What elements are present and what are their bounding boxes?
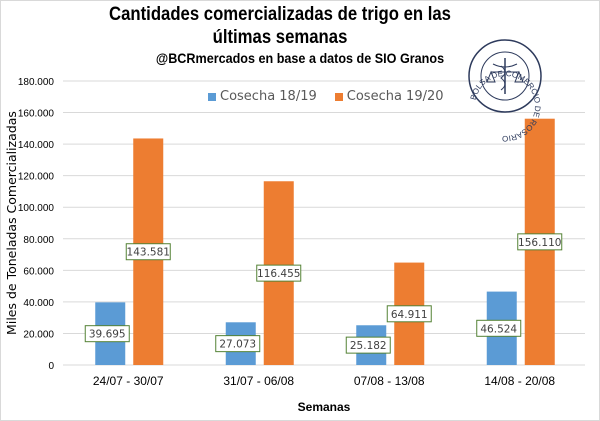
chart-title: Cantidades comercializadas de trigo en l…	[109, 4, 451, 48]
data-label: 143.581	[127, 247, 170, 259]
data-label-box	[386, 305, 432, 323]
chart-subtitle: @BCRmercados en base a datos de SIO Gran…	[155, 50, 445, 66]
legend-label: Cosecha 18/19	[220, 89, 317, 104]
legend-swatch	[208, 92, 216, 101]
y-tick-label: 80.000	[23, 235, 54, 246]
y-tick-label: 100.000	[18, 203, 55, 214]
data-label-box	[125, 243, 171, 261]
legend-item-cosecha-19-20: Cosecha 19/20	[334, 89, 444, 104]
data-label-box	[84, 325, 130, 343]
data-label: 39.695	[89, 329, 126, 341]
y-tick-label: 40.000	[23, 298, 54, 309]
x-tick-label: 07/08 - 13/08	[354, 374, 425, 388]
data-label: 116.455	[257, 268, 300, 280]
y-tick-label: 60.000	[23, 266, 54, 277]
data-label: 25.182	[350, 340, 387, 352]
legend-label: Cosecha 19/20	[346, 89, 444, 104]
y-tick-label: 20.000	[23, 329, 54, 340]
x-axis-title: Semanas	[298, 400, 351, 414]
y-tick-label: 140.000	[18, 140, 55, 151]
y-axis-title: Miles de Toneladas Comercializadas	[4, 111, 19, 335]
y-tick-label: 0	[48, 361, 54, 372]
data-label: 27.073	[219, 339, 256, 351]
data-label-box	[345, 336, 391, 354]
y-tick-label: 180.000	[18, 77, 55, 88]
data-label: 46.524	[480, 323, 517, 335]
legend: Cosecha 18/19 Cosecha 19/20	[208, 89, 444, 104]
data-label-box	[517, 233, 563, 251]
y-tick-label: 120.000	[18, 172, 55, 183]
x-tick-label: 24/07 - 30/07	[93, 374, 164, 388]
legend-swatch	[334, 92, 343, 101]
x-tick-label: 31/07 - 06/08	[223, 374, 294, 388]
y-tick-label: 160.000	[18, 109, 55, 120]
data-label-box	[215, 335, 261, 353]
legend-item-cosecha-18-19: Cosecha 18/19	[208, 89, 317, 104]
data-label-box	[256, 264, 302, 282]
x-tick-label: 14/08 - 20/08	[484, 374, 555, 388]
data-label: 156.110	[518, 237, 561, 249]
data-label: 64.911	[391, 309, 428, 321]
data-label-box	[476, 319, 522, 337]
